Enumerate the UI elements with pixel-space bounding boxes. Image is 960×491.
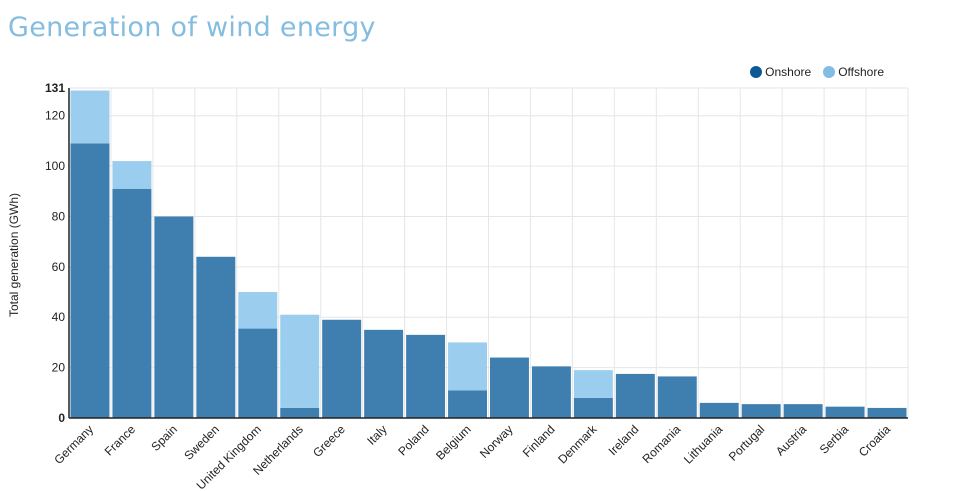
x-tick-label: Greece bbox=[310, 422, 348, 460]
bar-onshore bbox=[573, 397, 613, 418]
y-tick-label: 120 bbox=[45, 109, 65, 123]
legend-swatch-onshore bbox=[750, 66, 763, 78]
bar-onshore bbox=[867, 407, 907, 418]
bar-onshore bbox=[448, 390, 487, 418]
x-tick-label: Sweden bbox=[181, 422, 222, 463]
legend-label-onshore: Onshore bbox=[765, 65, 812, 79]
y-tick-label: 40 bbox=[52, 310, 66, 324]
x-tick-label: Croatia bbox=[856, 422, 893, 459]
legend-label-offshore: Offshore bbox=[838, 65, 884, 79]
x-tick-label: Poland bbox=[395, 422, 431, 458]
bar-offshore bbox=[448, 342, 487, 391]
bar-onshore bbox=[783, 404, 823, 418]
bar-onshore bbox=[406, 334, 446, 418]
y-axis-title: Total generation (GWh) bbox=[7, 193, 21, 317]
x-tick-label: Spain bbox=[148, 422, 180, 454]
y-tick-label: 60 bbox=[52, 260, 66, 274]
x-tick-label: Italy bbox=[364, 422, 389, 447]
y-tick-label: 0 bbox=[58, 411, 65, 425]
bar-onshore bbox=[825, 406, 865, 418]
bar-offshore bbox=[573, 370, 613, 398]
legend-item-offshore[interactable]: Offshore bbox=[823, 65, 884, 79]
bar-onshore bbox=[657, 376, 697, 418]
bar-onshore bbox=[699, 402, 739, 418]
y-tick-label: 80 bbox=[52, 209, 66, 223]
bar-onshore bbox=[280, 407, 320, 418]
y-tick-label: 131 bbox=[45, 81, 65, 95]
y-tick-label: 20 bbox=[52, 361, 66, 375]
bar-onshore bbox=[322, 319, 362, 418]
bar-onshore bbox=[154, 216, 194, 418]
bar-offshore bbox=[70, 90, 110, 144]
x-tick-label: France bbox=[102, 422, 139, 459]
x-tick-label: Portugal bbox=[726, 422, 768, 464]
bar-onshore bbox=[364, 329, 404, 418]
x-tick-label: Lithuania bbox=[681, 422, 726, 467]
bar-onshore bbox=[112, 188, 152, 418]
bar-offshore bbox=[112, 161, 152, 189]
x-tick-label: Germany bbox=[51, 422, 96, 467]
bar-onshore bbox=[70, 143, 110, 418]
x-tick-label: Serbia bbox=[817, 422, 852, 457]
x-tick-label: Austria bbox=[773, 422, 810, 459]
x-tick-label: Ireland bbox=[606, 422, 642, 458]
x-tick-label: Romania bbox=[640, 422, 684, 466]
bar-onshore bbox=[196, 256, 236, 418]
chart-title: Generation of wind energy bbox=[8, 12, 376, 43]
legend-item-onshore[interactable]: Onshore bbox=[750, 65, 811, 79]
bar-offshore bbox=[238, 292, 278, 329]
bar-onshore bbox=[531, 366, 571, 418]
legend-swatch-offshore bbox=[823, 66, 836, 78]
x-tick-label: Denmark bbox=[555, 422, 600, 467]
bar-onshore bbox=[490, 357, 529, 418]
bar-onshore bbox=[741, 404, 781, 418]
legend: Onshore Offshore bbox=[738, 65, 884, 79]
bar-onshore bbox=[615, 373, 655, 418]
x-tick-label: Belgium bbox=[433, 422, 474, 463]
bar-onshore bbox=[238, 328, 278, 418]
x-tick-label: Finland bbox=[520, 422, 558, 460]
y-tick-label: 100 bbox=[45, 159, 65, 173]
x-tick-label: Norway bbox=[477, 422, 516, 461]
bar-offshore bbox=[280, 314, 320, 408]
